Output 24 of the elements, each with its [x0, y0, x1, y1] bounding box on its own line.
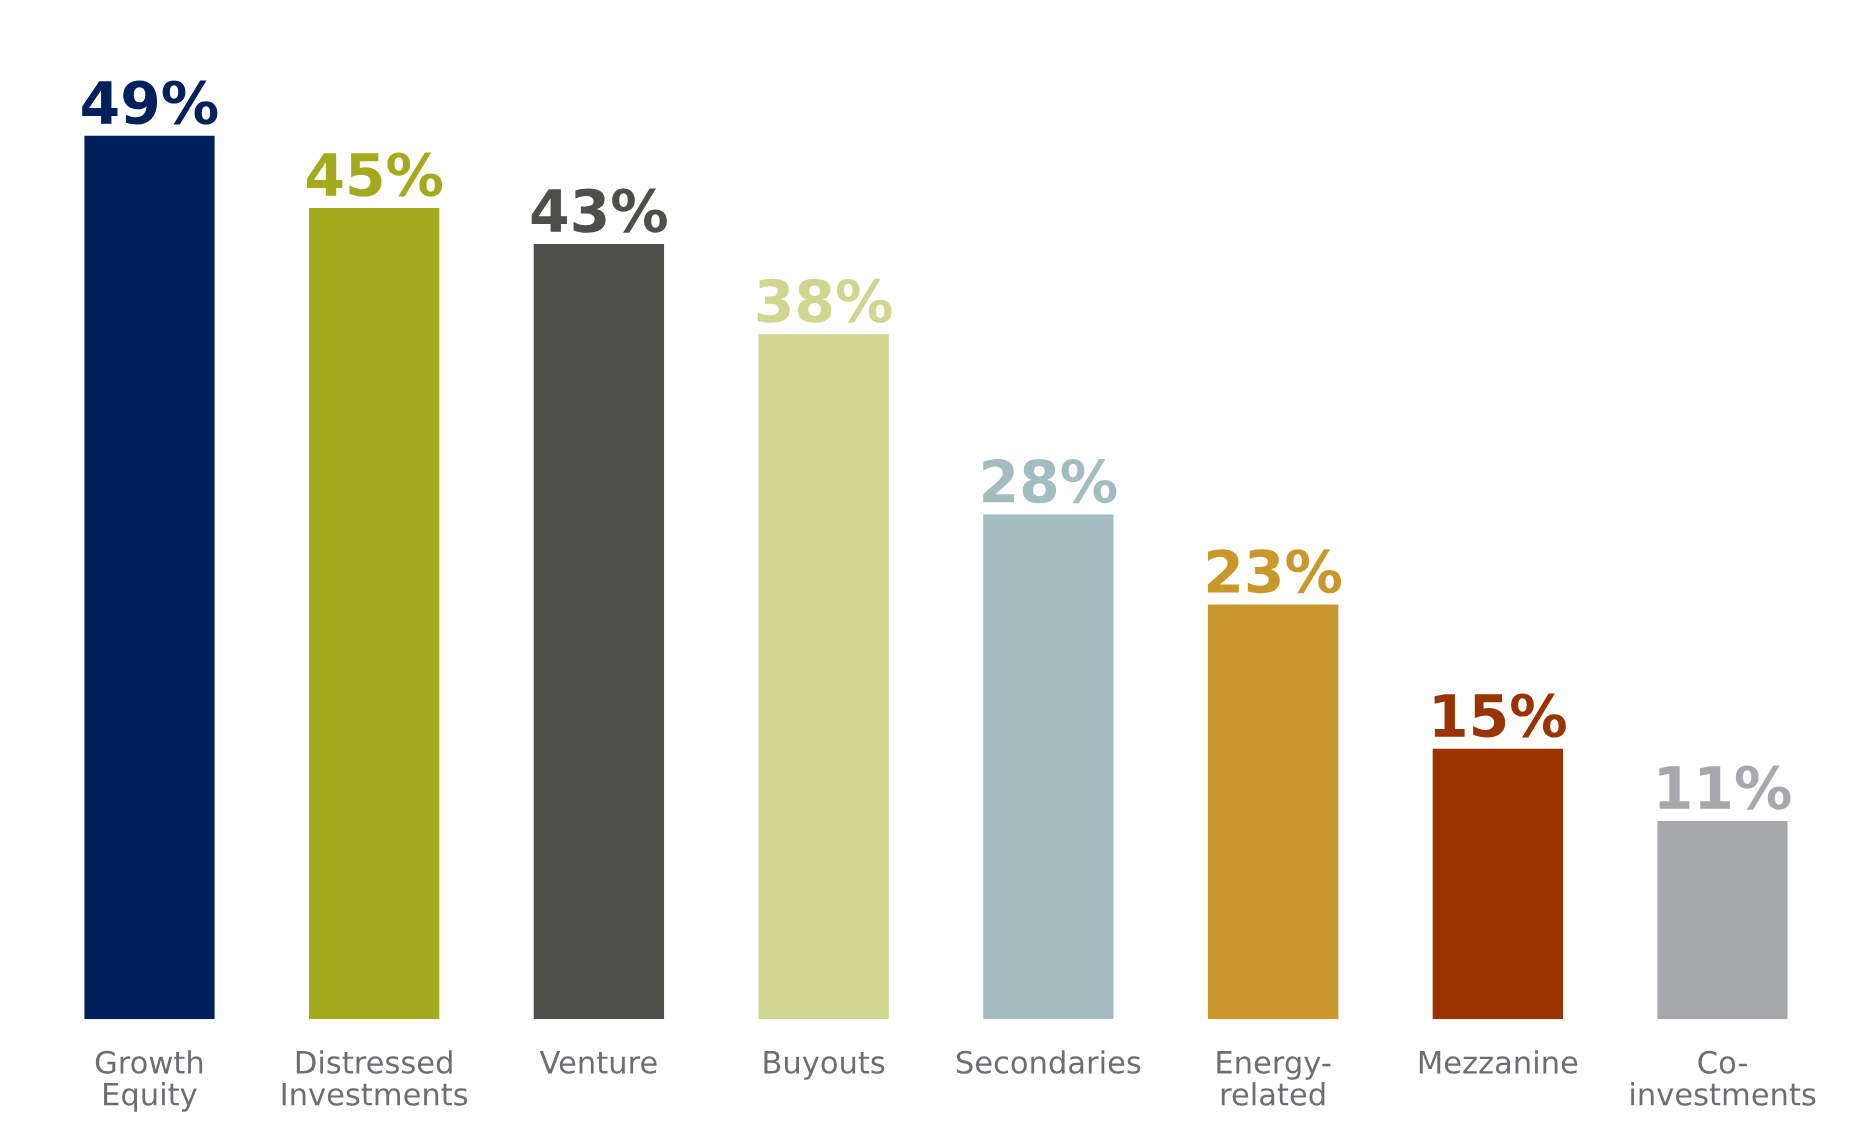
x-tick-label: Growth Equity [95, 1050, 203, 1112]
data-label: 23% [1207, 549, 1342, 594]
x-tick-label: Co- investments [1631, 1050, 1816, 1106]
data-label: 43% [531, 188, 667, 233]
data-label: 15% [1434, 693, 1566, 738]
bar [758, 334, 889, 1020]
data-label: 11% [1659, 765, 1791, 810]
bar [1657, 820, 1788, 1020]
bar [1207, 604, 1339, 1020]
x-tick-label: Buyouts [764, 1051, 885, 1080]
x-tick-label: Secondaries [956, 1050, 1141, 1074]
bar [533, 243, 665, 1020]
data-label: 28% [983, 459, 1117, 504]
data-label: 49% [82, 80, 218, 125]
data-label: 38% [757, 278, 892, 323]
bar [1432, 748, 1564, 1020]
x-tick-label: Mezzanine [1419, 1050, 1578, 1074]
x-tick-label: Distressed Investments [282, 1050, 468, 1106]
bar [983, 514, 1114, 1020]
bar [84, 135, 215, 1020]
x-tick-label: Venture [539, 1051, 657, 1074]
bar [308, 207, 440, 1020]
x-tick-label: Energy- related [1217, 1051, 1331, 1106]
data-label: 45% [306, 152, 443, 197]
